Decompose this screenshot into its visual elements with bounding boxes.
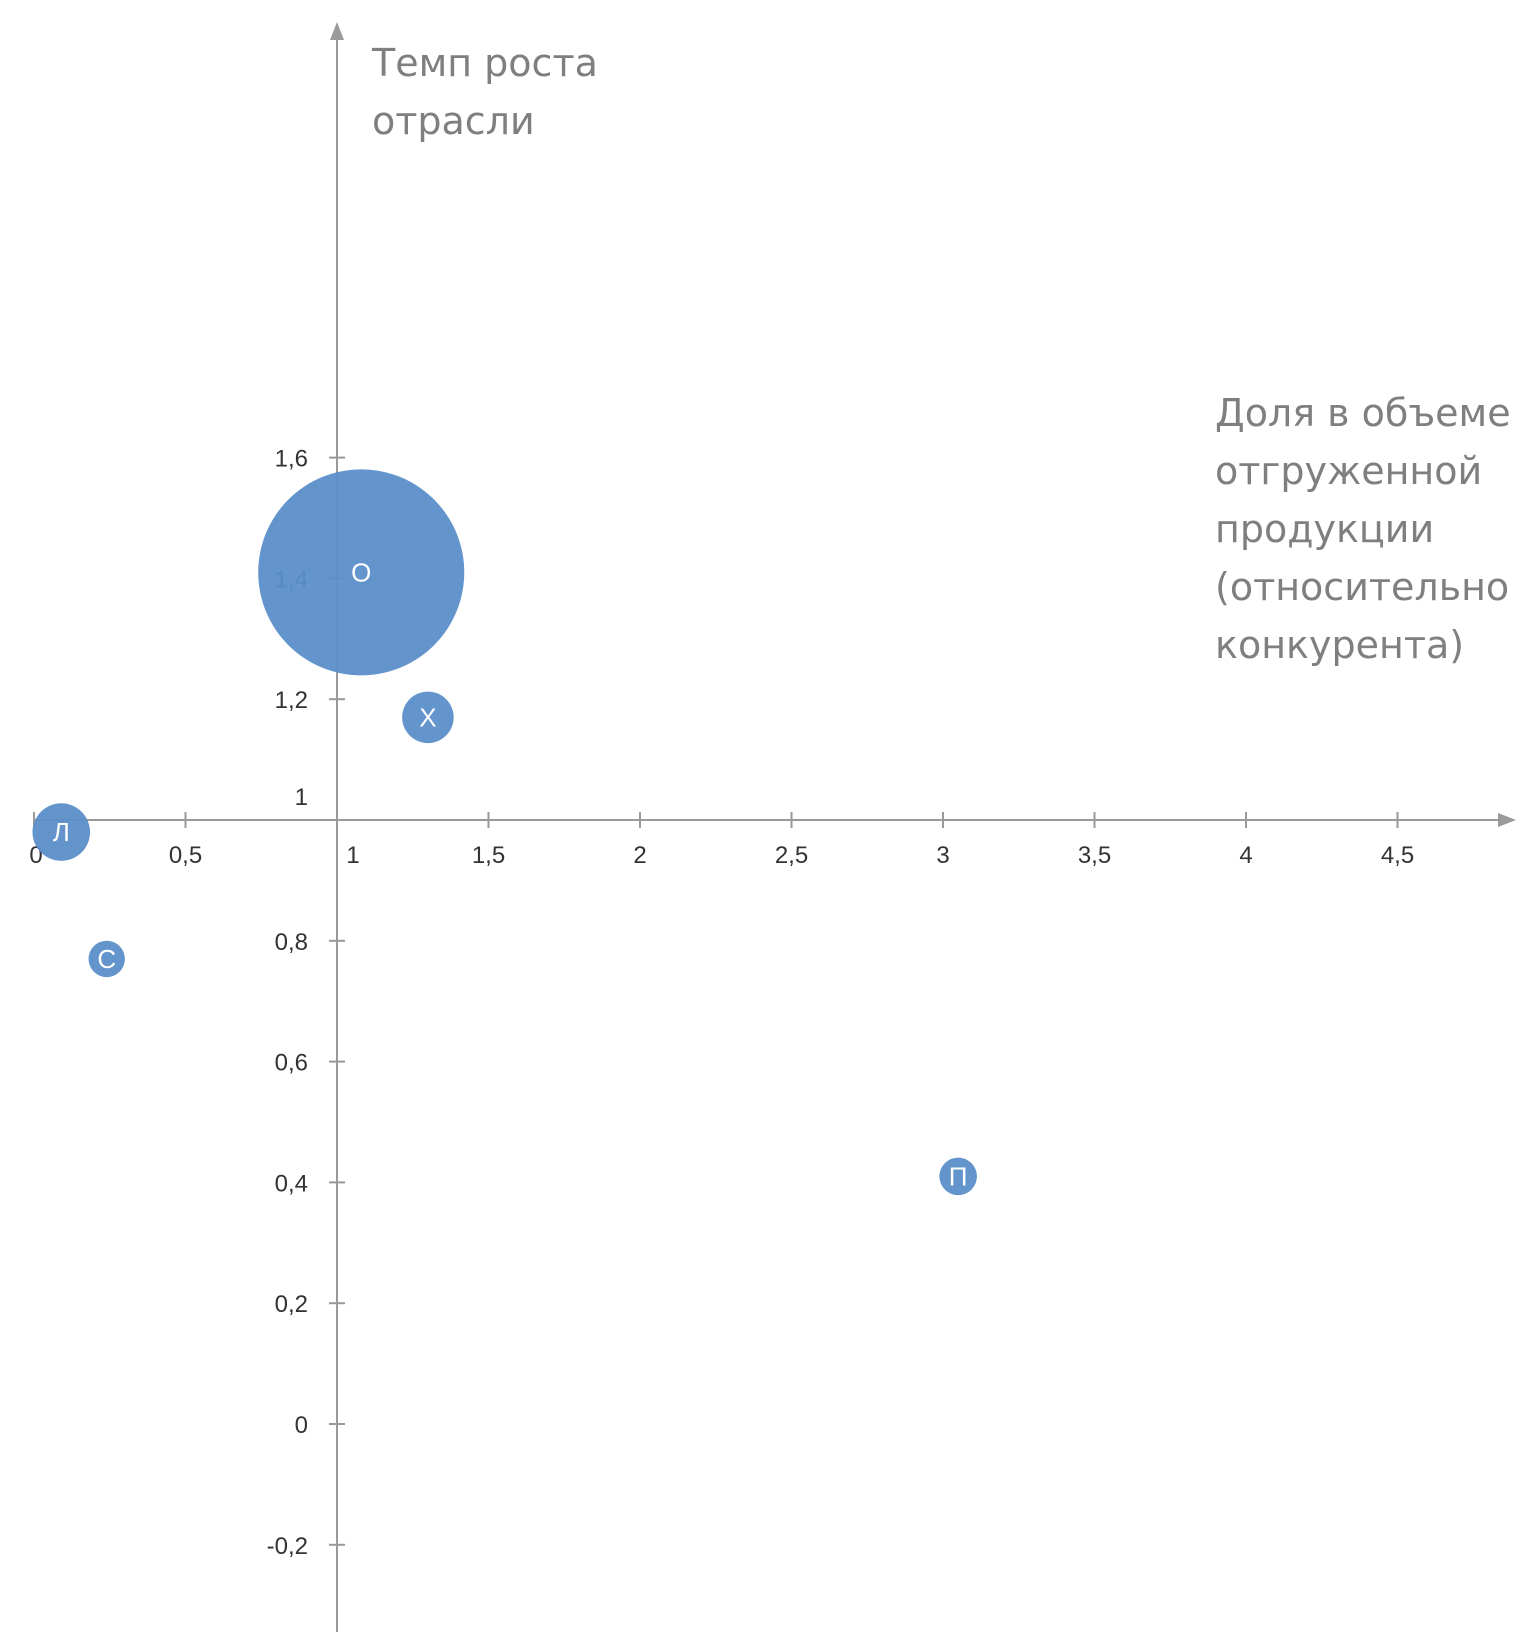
x-axis-arrow bbox=[1498, 813, 1516, 827]
x-axis-title: Доля в объеме отгруженной продукции (относи… bbox=[1215, 391, 1511, 667]
x-tick-label: 4 bbox=[1239, 842, 1252, 869]
bubble-label: Х bbox=[419, 702, 436, 732]
bubble bbox=[939, 1157, 977, 1196]
x-tick-label: 4,5 bbox=[1381, 842, 1414, 869]
bubble-label: О bbox=[351, 557, 371, 587]
y-tick-label: 0,6 bbox=[275, 1050, 308, 1077]
bubble-label: Л bbox=[53, 817, 70, 847]
bubble bbox=[88, 940, 125, 978]
y-tick-label: 0 bbox=[295, 1412, 308, 1439]
axes bbox=[34, 22, 1516, 1632]
y-axis-arrow bbox=[330, 22, 344, 40]
y-tick-label: -0,2 bbox=[267, 1533, 308, 1560]
y-tick-label: 0,2 bbox=[275, 1291, 308, 1318]
x-tick-label: 1 bbox=[346, 842, 359, 869]
bubble-label: С bbox=[97, 944, 116, 974]
y-tick-label: 1 bbox=[295, 784, 308, 811]
x-axis-ticks: 0 0,5 1 1,5 2 2,5 3 3,5 4 4,5 bbox=[29, 812, 1414, 869]
bubbles: О Х Л С П bbox=[32, 469, 977, 1196]
y-tick-label: 0,4 bbox=[275, 1170, 308, 1197]
y-axis-title: Темп роста отрасли bbox=[371, 41, 598, 143]
y-tick-label: 1,2 bbox=[275, 687, 308, 714]
x-tick-label: 3,5 bbox=[1078, 842, 1111, 869]
x-tick-label: 0,5 bbox=[169, 842, 202, 869]
x-tick-label: 2 bbox=[633, 842, 646, 869]
bubble bbox=[32, 803, 91, 861]
bubble bbox=[402, 691, 454, 744]
x-tick-label: 2,5 bbox=[775, 842, 808, 869]
x-tick-label: 1,5 bbox=[472, 842, 505, 869]
x-tick-label: 3 bbox=[936, 842, 949, 869]
y-tick-label: 1,6 bbox=[275, 446, 308, 473]
y-tick-label: 0,8 bbox=[275, 929, 308, 956]
bubble-label: П bbox=[949, 1161, 968, 1191]
bubble bbox=[258, 469, 465, 676]
